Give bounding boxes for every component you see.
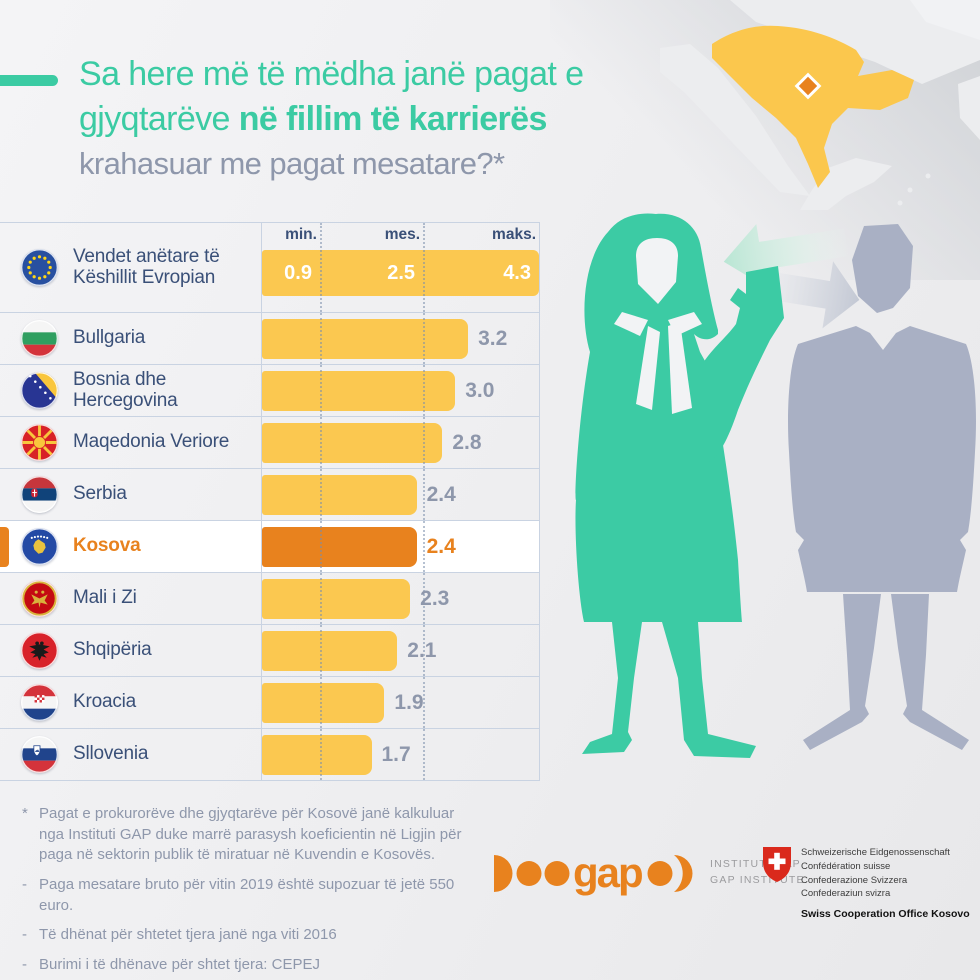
eu-range-bar: 0.9 2.5 4.3 xyxy=(262,250,539,296)
xk-flag-icon xyxy=(21,528,58,565)
country-label: Kosova xyxy=(73,535,141,557)
title-line2: gjyqtarëve në fillim të karrierës xyxy=(79,100,548,138)
value-bar xyxy=(262,630,398,671)
title-bold-segment: në fillim të karrierës xyxy=(238,100,548,138)
table-row: Serbia 2.4 xyxy=(0,469,540,521)
country-rows: Bullgaria 3.2 Bosnia dhe Hercegovina 3.0… xyxy=(0,313,540,781)
female-judge-figure xyxy=(575,213,784,758)
column-header-maks: maks. xyxy=(492,226,536,243)
eu-min-value: 0.9 xyxy=(284,262,312,284)
kosovo-marker-icon xyxy=(794,72,822,100)
country-label: Shqipëria xyxy=(73,639,152,661)
bar-value: 2.3 xyxy=(420,586,450,610)
table-row: Shqipëria 2.1 xyxy=(0,625,540,677)
value-bar xyxy=(262,422,443,463)
guide-line xyxy=(423,469,426,520)
al-flag-icon xyxy=(21,632,58,669)
swiss-office-label: Swiss Cooperation Office Kosovo xyxy=(801,908,970,921)
male-figure xyxy=(788,224,976,750)
table-row-eu: Vendet anëtare të Këshillit Evropian min… xyxy=(0,223,540,313)
table-row: Kroacia 1.9 xyxy=(0,677,540,729)
comparison-table: Vendet anëtare të Këshillit Evropian min… xyxy=(0,222,540,781)
footnote-item: - Burimi i të dhënave për shtet tjera: CE… xyxy=(22,956,320,974)
footnote-item: - Paga mesatare bruto për vitin 2019 ësht… xyxy=(22,876,455,914)
arrow-right-icon xyxy=(758,261,860,329)
country-label: Maqedonia Veriore xyxy=(73,431,230,453)
country-label: Serbia xyxy=(73,483,127,505)
si-flag-icon xyxy=(21,736,58,773)
judges-illustration xyxy=(575,213,976,758)
footnote-item: - Të dhënat për shtetet tjera janë nga vi… xyxy=(22,926,337,944)
rs-flag-icon xyxy=(21,476,58,513)
balkans-map xyxy=(660,0,980,210)
gap-logo-mark: gap xyxy=(494,850,693,896)
country-label: Bullgaria xyxy=(73,327,146,349)
gap-wordmark: gap xyxy=(573,850,642,896)
country-label: Mali i Zi xyxy=(73,587,137,609)
bar-value: 1.7 xyxy=(381,742,411,766)
bg-flag-icon xyxy=(21,320,58,357)
value-bar xyxy=(262,370,456,411)
value-bar xyxy=(262,526,417,567)
hr-flag-icon xyxy=(21,684,58,721)
bar-value: 2.1 xyxy=(407,638,437,662)
title-accent-dash xyxy=(0,75,58,86)
table-row: Maqedonia Veriore 2.8 xyxy=(0,417,540,469)
female-judge-face-and-jabot xyxy=(614,238,702,414)
value-bar xyxy=(262,318,469,359)
value-bar xyxy=(262,682,385,723)
table-row: Bosnia dhe Hercegovina 3.0 xyxy=(0,365,540,417)
value-bar xyxy=(262,734,372,775)
column-header-mes: mes. xyxy=(384,226,421,243)
table-row: Bullgaria 3.2 xyxy=(0,313,540,365)
country-label: Sllovenia xyxy=(73,743,149,765)
table-row: Sllovenia 1.7 xyxy=(0,729,540,781)
value-bar xyxy=(262,474,417,515)
highlighted-region xyxy=(712,25,914,189)
guide-line xyxy=(423,521,426,572)
swiss-cooperation-logo: Schweizerische Eidgenossenschaft Confédé… xyxy=(762,846,970,920)
me-flag-icon xyxy=(21,580,58,617)
ba-flag-icon xyxy=(21,372,58,409)
bar-value: 2.4 xyxy=(426,482,456,506)
eu-mes-value: 2.5 xyxy=(387,262,416,284)
bar-value: 1.9 xyxy=(394,690,424,714)
eu-flag-icon xyxy=(21,249,58,286)
page-title: Sa here më të mëdha janë pagat e gjyqtar… xyxy=(79,52,584,186)
swiss-confederation-lines: Schweizerische Eidgenossenschaft Confédé… xyxy=(801,847,950,900)
bar-value: 2.4 xyxy=(426,534,456,558)
value-bar xyxy=(262,578,411,619)
country-label: Kroacia xyxy=(73,691,137,713)
guide-line xyxy=(423,729,426,780)
subtitle: krahasuar me pagat mesatare?* xyxy=(79,146,505,181)
footnotes: * Pagat e prokurorëve dhe gjyqtarëve për … xyxy=(22,804,480,980)
eu-maks-value: 4.3 xyxy=(503,262,531,284)
bar-value: 2.8 xyxy=(452,430,482,454)
gap-institute-logo: gap INSTITUTI GAP GAP INSTITUTE xyxy=(490,850,805,896)
country-label: Vendet anëtare të Këshillit Evropian xyxy=(73,245,220,288)
table-row: Kosova 2.4 xyxy=(0,521,540,573)
mk-flag-icon xyxy=(21,424,58,461)
title-line1: Sa here më të mëdha janë pagat e xyxy=(79,55,584,93)
bar-value: 3.2 xyxy=(478,326,508,350)
bar-value: 3.0 xyxy=(465,378,495,402)
table-row: Mali i Zi 2.3 xyxy=(0,573,540,625)
column-header-min: min. xyxy=(285,226,317,243)
footnote-item: * Pagat e prokurorëve dhe gjyqtarëve për … xyxy=(22,805,462,864)
swiss-shield-icon xyxy=(763,847,791,882)
country-label: Bosnia dhe Hercegovina xyxy=(73,368,178,411)
